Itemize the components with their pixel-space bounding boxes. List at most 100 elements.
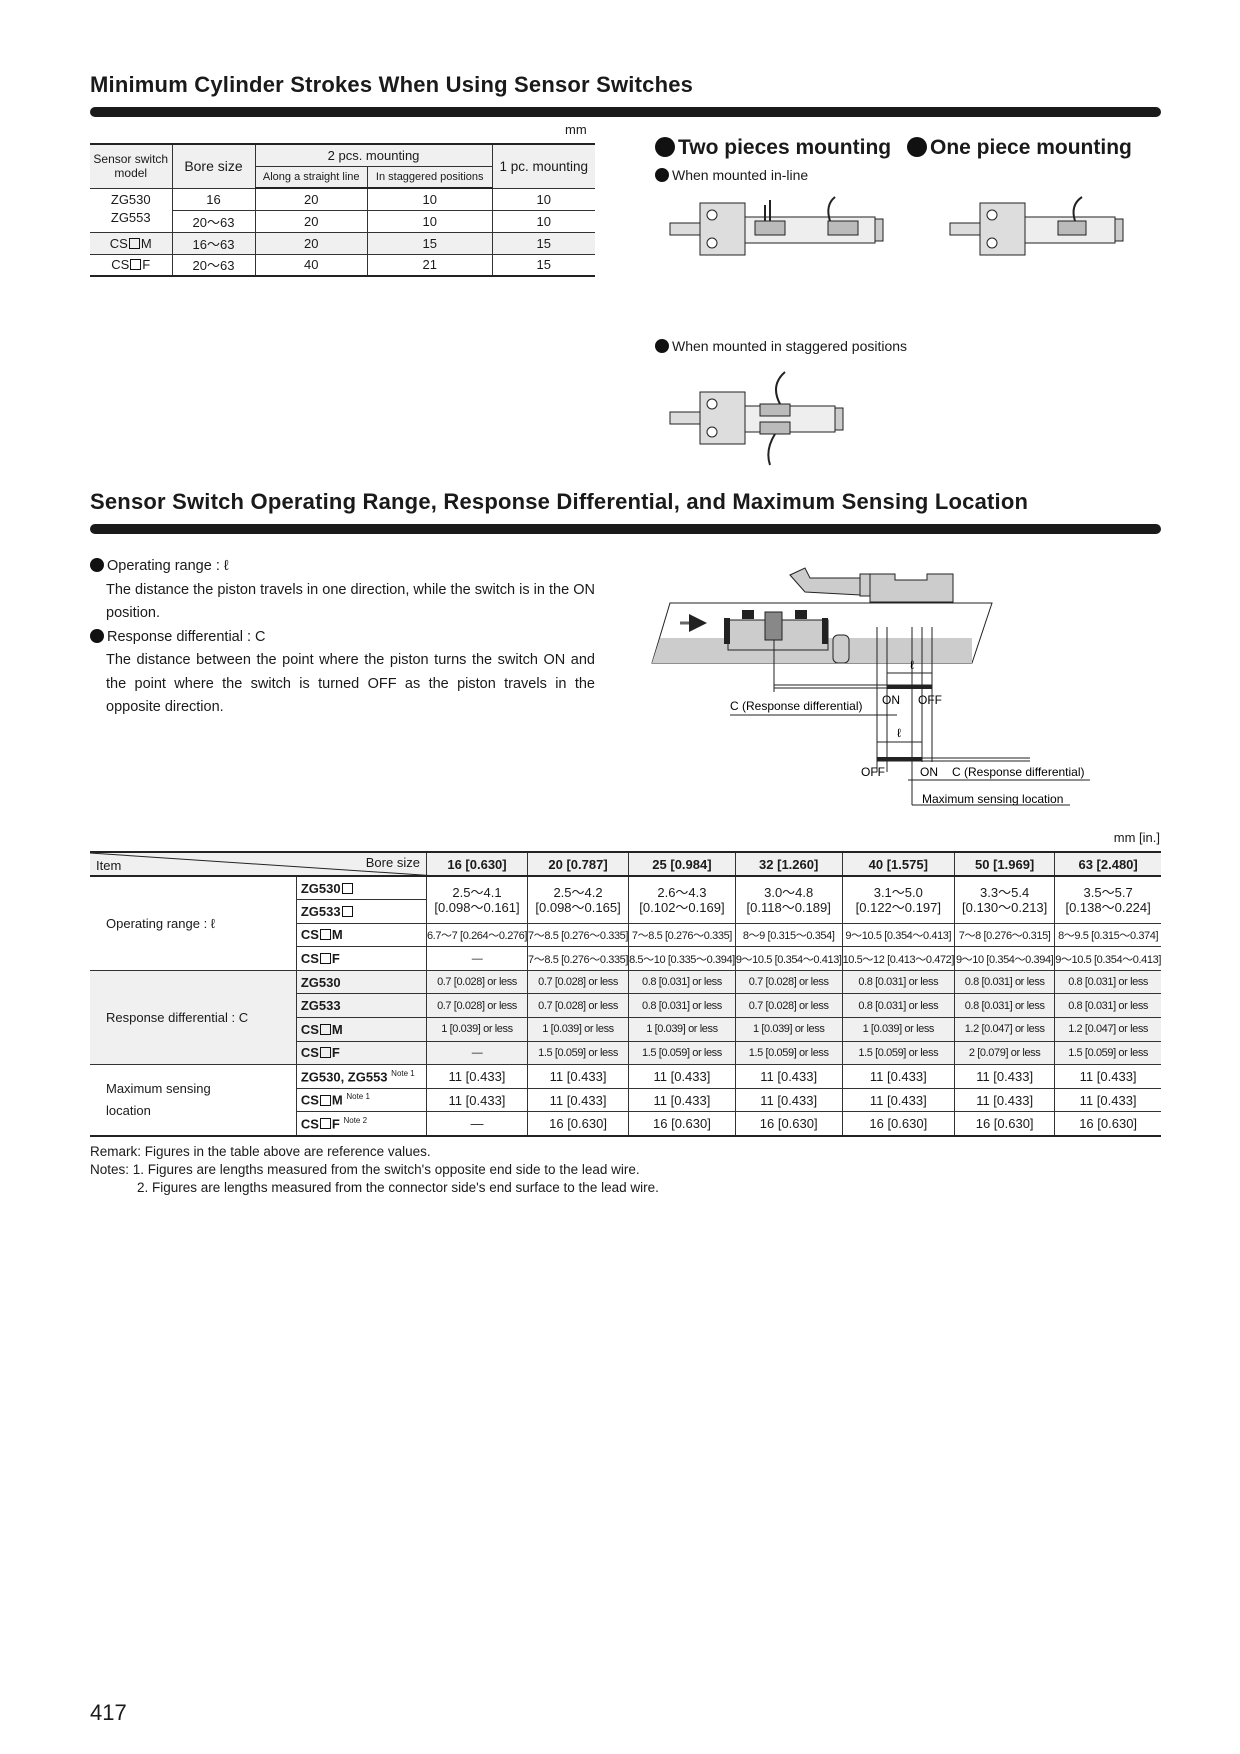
bullet-icon <box>655 339 669 353</box>
bore-size-header: Bore size <box>365 855 420 870</box>
model-cell: CS M <box>295 922 427 948</box>
value-cell: 7～8.5 [0.276～0.335] <box>527 946 630 971</box>
op-range-text: The distance the piston travels in one d… <box>106 581 595 622</box>
page-number: 417 <box>90 1700 127 1725</box>
one-piece-heading: One piece mounting <box>907 136 1132 160</box>
value-cell: 1.5 [0.059] or less <box>628 1040 736 1066</box>
value-cell: 0.8 [0.031] or less <box>1054 993 1161 1019</box>
item-bore-header: Item Bore size <box>90 851 452 877</box>
value-cell: 2 [0.079] or less <box>954 1040 1056 1066</box>
table-row: ZG533 0.7 [0.028] or less 0.7 [0.028] or l… <box>90 993 1161 1019</box>
value-cell: 1.2 [0.047] or less <box>954 1017 1056 1042</box>
model-cell: CS M <box>295 1017 427 1042</box>
value-cell: 1.5 [0.059] or less <box>841 1040 956 1066</box>
ell-label-top: ℓ <box>910 658 914 672</box>
title-bar <box>90 107 1161 117</box>
max-sensing-label: Maximum sensing location <box>922 792 1063 806</box>
bore-header: 63 [2.480] <box>1054 851 1161 877</box>
cell: 20 <box>254 231 368 255</box>
bore-cell: 20～63 <box>171 209 256 233</box>
table-row: ZG533 <box>90 899 1161 924</box>
th-bore: Bore size <box>171 143 256 189</box>
value-cell: 0.7 [0.028] or less <box>425 993 529 1019</box>
cell: 10 <box>366 187 493 211</box>
section2-title: Sensor Switch Operating Range, Response … <box>90 489 1029 514</box>
model-cell: ZG530 <box>295 875 427 901</box>
bore-header: 20 [0.787] <box>527 851 630 877</box>
table-row: CS M Note 1 11 [0.433] 11 [0.433] 11 [0.433]… <box>90 1087 1161 1113</box>
value-cell: 0.8 [0.031] or less <box>954 969 1056 995</box>
value-cell: 1 [0.039] or less <box>425 1017 529 1042</box>
c-label-top: C (Response differential) <box>730 699 863 713</box>
definitions: Operating range : ℓ The distance the pis… <box>90 555 595 720</box>
value-cell: 2.5～4.2 [0.098～0.165] <box>527 875 630 924</box>
value-cell: 0.7 [0.028] or less <box>734 969 843 995</box>
value-cell: 1.2 [0.047] or less <box>1054 1017 1161 1042</box>
bullet-icon <box>907 137 927 157</box>
cylinder-one-piece-illustration <box>949 196 1124 256</box>
on-label-bottom: ON <box>920 765 938 779</box>
model-cell: CS M Note 1 <box>295 1087 427 1113</box>
model-cell: ZG533 <box>295 993 427 1019</box>
value-cell: 11 [0.433] <box>841 1087 956 1113</box>
note-1: Notes: 1. Figures are lengths measured f… <box>90 1162 640 1177</box>
min-stroke-table: Sensor switch model Bore size 2 pcs. mou… <box>90 143 595 277</box>
table-row: Maximum sensing location ZG530, ZG553 Note… <box>90 1064 1161 1137</box>
off-label-top: OFF <box>918 693 942 707</box>
on-label-top: ON <box>882 693 900 707</box>
value-cell: 11 [0.433] <box>425 1087 529 1113</box>
value-cell: 0.8 [0.031] or less <box>628 969 736 995</box>
value-cell: 16 [0.630] <box>841 1111 956 1137</box>
value-cell: 8～9 [0.315～0.354] <box>734 922 843 948</box>
value-cell: 0.8 [0.031] or less <box>1054 969 1161 995</box>
value-cell: 9～10.5 [0.354～0.413] <box>734 946 843 971</box>
value-cell: 3.5～5.7 [0.138～0.224] <box>1054 875 1161 924</box>
value-cell: 0.7 [0.028] or less <box>527 969 630 995</box>
value-cell: 8～9.5 [0.315～0.374] <box>1054 922 1161 948</box>
model-cell: ZG533 <box>295 899 427 924</box>
operating-range-diagram: ℓ ON OFF C (Response differential) ℓ OFF… <box>651 567 1090 806</box>
value-cell: 11 [0.433] <box>527 1087 630 1113</box>
value-cell: 16 [0.630] <box>628 1111 736 1137</box>
resp-diff-text: The distance between the point where the… <box>106 652 595 715</box>
table-row: ZG530 16 20 10 10 <box>90 187 595 211</box>
value-cell: 11 [0.433] <box>734 1087 843 1113</box>
value-cell: 9～10.5 [0.354～0.413] <box>1054 946 1161 971</box>
model-cell: CS F <box>90 253 173 277</box>
cell: 15 <box>491 231 595 255</box>
table-row: CS F 20～63 40 21 15 <box>90 253 595 277</box>
remark: Remark: Figures in the table above are r… <box>90 1144 431 1159</box>
off-label-bottom: OFF <box>861 765 885 779</box>
c-label-bottom: C (Response differential) <box>952 765 1085 779</box>
max-sensing-label: Maximum sensing location <box>90 1064 297 1137</box>
table-row: CS M 1 [0.039] or less 1 [0.039] or less 1 [… <box>90 1017 1161 1042</box>
unit-label: mm <box>565 122 587 137</box>
sensor-spec-table: Item Bore size 16 [0.630] 20 [0.787] 25 [0… <box>90 851 1161 1137</box>
cell: 21 <box>366 253 493 277</box>
value-cell: 1 [0.039] or less <box>841 1017 956 1042</box>
cell: 15 <box>491 253 595 277</box>
section1-title: Minimum Cylinder Strokes When Using Sens… <box>90 72 694 97</box>
table-row: CS M 16～63 20 15 15 <box>90 231 595 255</box>
th-two-pcs: 2 pcs. mounting <box>254 143 493 167</box>
ell-label-bottom: ℓ <box>897 726 901 740</box>
table-row: Response differential : C ZG530 0.7 [0.028… <box>90 969 1161 1066</box>
value-cell: 11 [0.433] <box>527 1064 630 1089</box>
value-cell: 16 [0.630] <box>527 1111 630 1137</box>
value-cell: 9～10 [0.354～0.394] <box>954 946 1056 971</box>
bullet-icon <box>90 628 104 643</box>
value-cell: 16 [0.630] <box>954 1111 1056 1137</box>
table-row: CS F —7～8.5 [0.276～0.335] 8.5～10 [0.335～0.3… <box>90 946 1161 971</box>
value-cell: 9～10.5 [0.354～0.413] <box>841 922 956 948</box>
value-cell: 7～8.5 [0.276～0.335] <box>628 922 736 948</box>
value-cell: 11 [0.433] <box>841 1064 956 1089</box>
value-cell: 3.1～5.0 [0.122～0.197] <box>841 875 956 924</box>
value-cell: 7～8 [0.276～0.315] <box>954 922 1056 948</box>
op-range-heading: Operating range : ℓ <box>90 555 595 579</box>
bullet-icon <box>655 137 675 157</box>
value-cell: 0.7 [0.028] or less <box>527 993 630 1019</box>
op-range-label: Operating range : ℓ <box>90 875 297 971</box>
cell: 10 <box>366 209 493 233</box>
inline-label: When mounted in-line <box>655 167 808 183</box>
th-straight: Along a straight line <box>255 165 368 189</box>
